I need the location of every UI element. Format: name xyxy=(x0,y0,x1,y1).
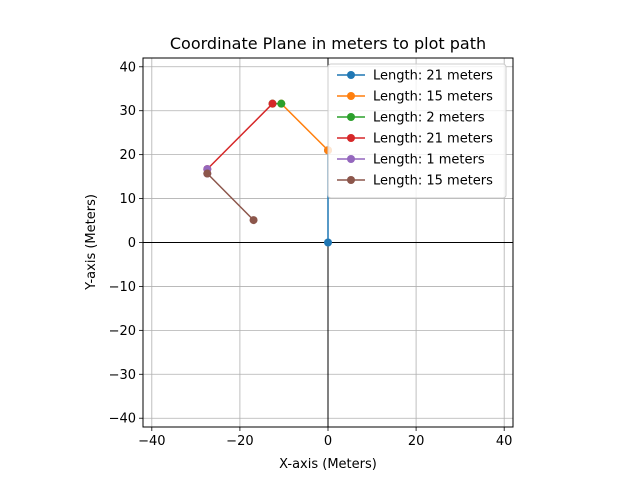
legend-entry-label: Length: 15 meters xyxy=(373,174,493,189)
ticks: −40 −20 0 20 40 −40 −30 −20 −10 0 10 20 30 40 xyxy=(109,60,513,449)
series-point-3 xyxy=(277,99,286,108)
legend-swatch-marker xyxy=(347,113,355,121)
series-line-6 xyxy=(206,173,255,221)
series-line-2 xyxy=(280,103,329,151)
series-point-1 xyxy=(324,238,332,247)
legend-swatch-marker xyxy=(347,155,355,163)
legend-entry-label: Length: 21 meters xyxy=(373,132,493,147)
y-tick-label: −10 xyxy=(109,280,136,295)
y-tick-label: 10 xyxy=(119,192,136,207)
chart-title: Coordinate Plane in meters to plot path xyxy=(170,34,486,53)
y-tick-label: 20 xyxy=(119,148,136,163)
series-point-6 xyxy=(203,169,212,178)
x-tick-label: 20 xyxy=(408,434,425,449)
y-tick-label: 0 xyxy=(128,236,136,251)
legend-swatch-marker xyxy=(347,134,355,142)
series-point-6 xyxy=(249,216,258,225)
series-point-4 xyxy=(268,99,277,108)
y-tick-label: −20 xyxy=(109,324,136,339)
x-tick-label: −40 xyxy=(138,434,165,449)
legend-entry-label: Length: 2 meters xyxy=(373,111,485,126)
legend-entry-label: Length: 21 meters xyxy=(373,69,493,84)
y-axis-label: Y-axis (Meters) xyxy=(84,194,99,291)
legend-swatch-marker xyxy=(347,176,355,184)
x-tick-label: 0 xyxy=(324,434,332,449)
x-tick-label: −20 xyxy=(226,434,253,449)
legend: Length: 21 meters Length: 15 meters Length… xyxy=(327,63,507,199)
legend-entry-label: Length: 1 meters xyxy=(373,153,485,168)
x-tick-label: 40 xyxy=(496,434,513,449)
y-tick-label: 40 xyxy=(119,60,136,75)
y-tick-label: 30 xyxy=(119,104,136,119)
y-tick-label: −30 xyxy=(109,368,136,383)
legend-swatch-marker xyxy=(347,71,355,79)
legend-entry-label: Length: 15 meters xyxy=(373,90,493,105)
legend-box xyxy=(327,63,507,199)
x-axis-label: X-axis (Meters) xyxy=(279,457,377,472)
series-line-4 xyxy=(206,103,274,170)
legend-swatch-marker xyxy=(347,92,355,100)
y-tick-label: −40 xyxy=(109,412,136,427)
